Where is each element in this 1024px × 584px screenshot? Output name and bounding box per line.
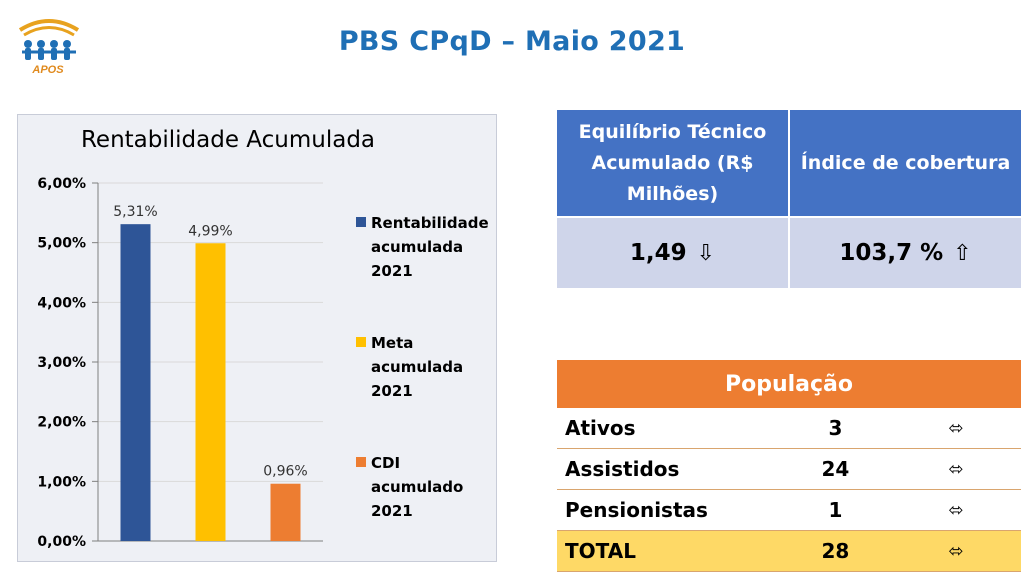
left-right-arrow-icon: ⬄ [891,448,1021,490]
arrow-down-icon: ⇩ [696,241,716,266]
populacao-table: População Ativos 3 ⬄ Assistidos 24 ⬄ Pen… [557,360,1021,572]
legend-label: CDI acumulado 2021 [371,454,464,520]
y-tick-label: 2,00% [37,415,86,431]
legend-swatch [356,337,366,347]
y-tick-label: 1,00% [37,474,86,490]
left-right-arrow-icon: ⬄ [891,530,1021,572]
y-tick-label: 0,00% [37,534,86,550]
legend-swatch [356,457,366,467]
table-row: Pensionistas 1 ⬄ [557,489,1021,531]
total-label: TOTAL [557,530,780,572]
arrow-up-icon: ⇧ [953,241,972,266]
data-label: 0,96% [263,464,307,480]
left-right-arrow-icon: ⬄ [891,408,1021,449]
y-tick-label: 3,00% [37,355,86,371]
bar [120,224,151,542]
y-tick-label: 4,00% [37,295,86,311]
legend-swatch [356,217,366,227]
bar-chart: 0,00% 1,00% 2,00% 3,00% 4,00% 5,00% 6,00% 5,31%… [37,176,323,550]
row-value: 3 [779,408,892,449]
equilibrio-value-cell: 1,49 ⇩ [557,216,790,288]
y-tick-label: 5,00% [37,236,86,252]
bar [270,483,301,541]
row-label: Assistidos [557,448,780,490]
row-label: Ativos [557,408,780,449]
left-right-arrow-icon: ⬄ [891,489,1021,531]
bar [195,243,226,541]
equilibrio-header: Equilíbrio Técnico Acumulado (R$ Milhões… [557,110,790,217]
legend-label: Rentabilidade acumulada 2021 [371,214,489,280]
page-title: PBS CPqD – Maio 2021 [338,26,686,57]
row-label: Pensionistas [557,489,780,531]
equilibrio-value: 1,49 [629,240,687,266]
table-row: Assistidos 24 ⬄ [557,448,1021,490]
row-value: 1 [779,489,892,531]
table-row: Ativos 3 ⬄ [557,408,1021,449]
chart-panel: Rentabilidade Acumulada 0,00% 1,00% 2,00% 3… [17,114,497,562]
data-label: 5,31% [113,204,157,220]
apos-logo [18,19,80,60]
cobertura-value: 103,7 % [839,240,944,266]
row-value: 24 [779,448,892,490]
equilibrio-table: Equilíbrio Técnico Acumulado (R$ Milhões… [557,110,1021,288]
total-row: TOTAL 28 ⬄ [557,530,1021,572]
populacao-title: População [557,360,1021,408]
legend-label: Meta acumulada 2021 [371,334,464,400]
data-label: 4,99% [188,223,232,239]
cobertura-header: Índice de cobertura [789,110,1021,217]
y-tick-label: 6,00% [37,176,86,192]
logo-text: APOS [32,64,64,76]
total-value: 28 [779,530,892,572]
chart-title: Rentabilidade Acumulada [80,127,376,153]
cobertura-value-cell: 103,7 % ⇧ [789,216,1021,288]
